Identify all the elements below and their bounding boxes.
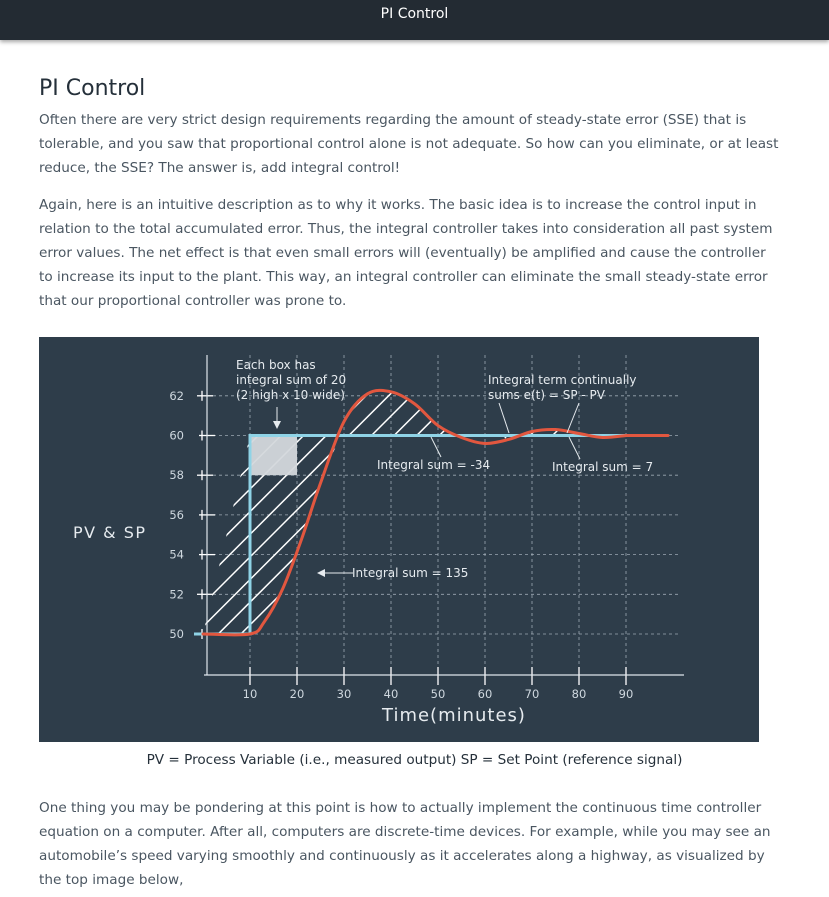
y-tick-label: 50	[169, 627, 184, 641]
x-tick-label: 60	[478, 687, 493, 701]
x-axis-title: Time(minutes)	[381, 705, 526, 726]
annotation-neg34-pointer	[430, 436, 442, 458]
figure-caption: PV = Process Variable (i.e., measured ou…	[146, 752, 683, 768]
annotation-term-pointer	[566, 402, 580, 434]
annotation-term-line2: sums e(t) = SP - PV	[488, 388, 606, 402]
y-tick-label: 58	[169, 468, 184, 482]
example-integral-box	[251, 436, 297, 476]
x-tick-label: 90	[619, 687, 634, 701]
y-tick-label: 62	[169, 389, 184, 403]
chart-labels: 62 60 58 56 54 52 50 10 20 30 40 50 60 70 80 90 Each box…	[73, 358, 653, 726]
paragraph-intuition: Again, here is an intuitive description …	[39, 197, 773, 309]
y-tick-label: 52	[169, 587, 184, 601]
paragraph-intro: Often there are very strict design requi…	[39, 112, 779, 176]
integral-area-positive	[203, 435, 341, 635]
annotation-sum-neg34: Integral sum = -34	[377, 458, 490, 472]
paragraph-discrete: One thing you may be pondering at this p…	[39, 800, 771, 888]
y-tick-label: 54	[169, 548, 184, 562]
annotation-term-line1: Integral term continually	[488, 373, 637, 387]
annotation-box-arrowhead	[273, 421, 281, 429]
annotation-term-pointer	[498, 402, 510, 434]
y-axis-title: PV & SP	[73, 523, 147, 542]
chart-svg: 62 60 58 56 54 52 50 10 20 30 40 50 60 70 80 90 Each box…	[73, 355, 684, 726]
y-tick-label: 60	[169, 429, 184, 443]
annotation-box-line1: Each box has	[236, 358, 316, 372]
page-title: PI Control	[39, 76, 146, 101]
annotation-7-pointer	[568, 436, 581, 460]
integral-area-negative	[340, 390, 457, 436]
pi-control-chart: 62 60 58 56 54 52 50 10 20 30 40 50 60 70 80 90 Each box…	[39, 337, 759, 742]
y-tick-label: 56	[169, 508, 184, 522]
integral-areas	[203, 390, 565, 635]
x-tick-label: 40	[384, 687, 399, 701]
process-variable-line	[201, 388, 670, 637]
annotation-box-line3: (2 high x 10 wide)	[236, 388, 345, 402]
annotation-135-arrowhead	[317, 569, 325, 577]
annotation-box-line2: integral sum of 20	[236, 373, 346, 387]
series-lines	[194, 388, 670, 637]
x-tick-label: 70	[525, 687, 540, 701]
x-tick-label: 20	[290, 687, 305, 701]
annotation-sum-135: Integral sum = 135	[352, 566, 468, 580]
x-tick-label: 30	[337, 687, 352, 701]
x-tick-label: 80	[572, 687, 587, 701]
header-title: PI Control	[380, 6, 449, 22]
top-bar: PI Control	[0, 0, 829, 40]
x-tick-label: 10	[243, 687, 258, 701]
x-tick-label: 50	[431, 687, 446, 701]
annotation-sum-7: Integral sum = 7	[552, 460, 653, 474]
